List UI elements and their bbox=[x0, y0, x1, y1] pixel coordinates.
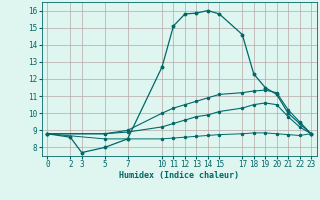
X-axis label: Humidex (Indice chaleur): Humidex (Indice chaleur) bbox=[119, 171, 239, 180]
